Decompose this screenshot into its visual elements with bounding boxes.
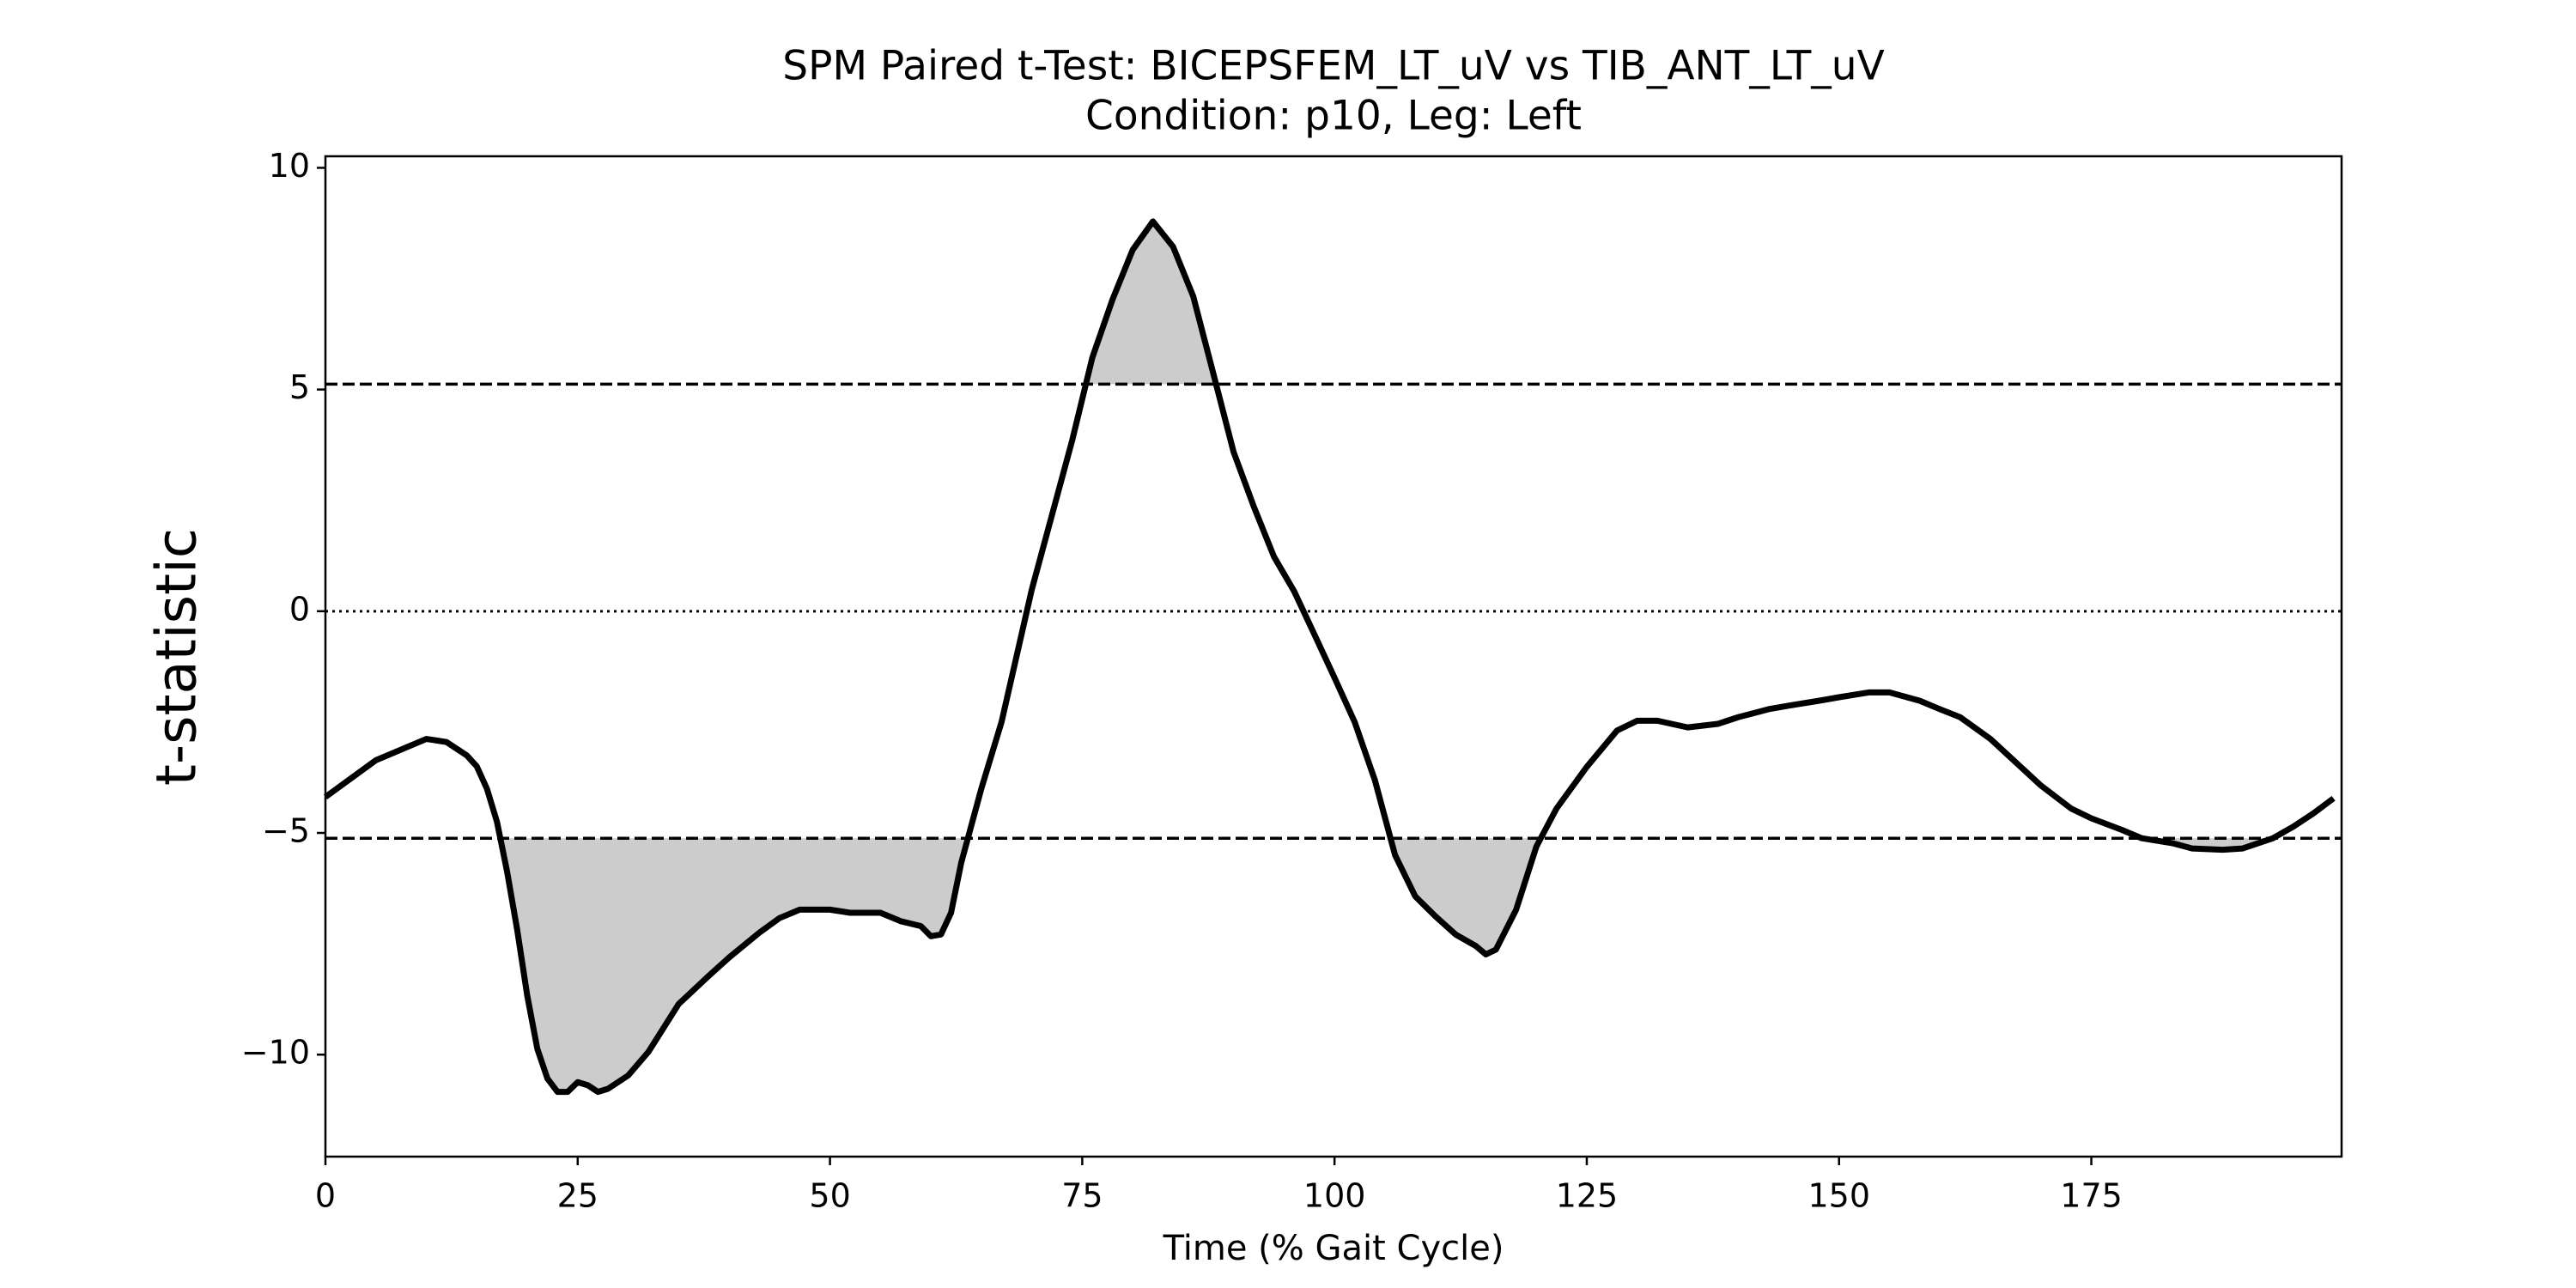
x-tick-label: 125 xyxy=(1556,1177,1619,1215)
y-tick-label: −5 xyxy=(262,812,310,850)
y-axis-label: t-statistic xyxy=(146,528,210,786)
significance-shading xyxy=(1390,838,1541,955)
y-tick-label: 0 xyxy=(289,590,310,628)
x-tick-label: 0 xyxy=(315,1177,336,1215)
x-tick-label: 150 xyxy=(1807,1177,1870,1215)
x-tick-label: 25 xyxy=(557,1177,598,1215)
y-tick-label: 10 xyxy=(269,147,310,185)
y-tick-label: −10 xyxy=(241,1034,310,1072)
significance-shading xyxy=(1085,221,1217,385)
y-tick-label: 5 xyxy=(289,368,310,406)
x-tick-label: 50 xyxy=(809,1177,850,1215)
chart-title: SPM Paired t-Test: BICEPSFEM_LT_uV vs TI… xyxy=(782,43,1884,90)
chart-subtitle: Condition: p10, Leg: Left xyxy=(1085,93,1582,140)
x-axis-label: Time (% Gait Cycle) xyxy=(1163,1229,1504,1268)
significance-shading xyxy=(500,838,969,1092)
x-tick-label: 100 xyxy=(1303,1177,1366,1215)
x-tick-label: 75 xyxy=(1061,1177,1103,1215)
x-tick-label: 175 xyxy=(2060,1177,2123,1215)
spm-curve xyxy=(323,218,2336,1096)
